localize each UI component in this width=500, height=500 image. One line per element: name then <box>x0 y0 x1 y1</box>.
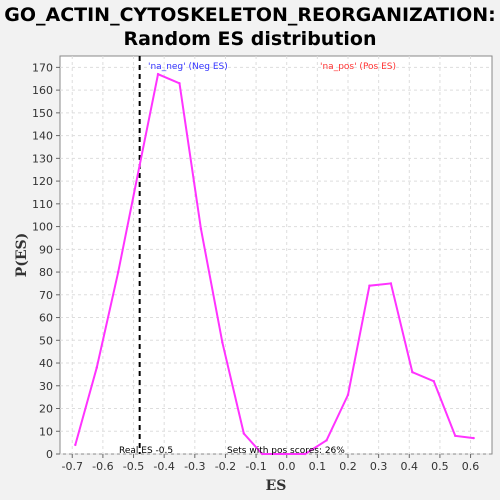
y-tick-label: 120 <box>32 175 53 188</box>
data-point <box>117 270 120 274</box>
y-tick-label: 30 <box>39 380 53 393</box>
y-tick-label: 130 <box>32 152 53 165</box>
x-tick-label: -0.1 <box>245 460 266 473</box>
chart-title-line2: Random ES distribution <box>123 28 377 50</box>
y-tick-label: 170 <box>32 61 53 74</box>
y-tick-label: 0 <box>46 448 53 461</box>
x-tick-label: -0.4 <box>153 460 174 473</box>
x-tick-label: -0.5 <box>123 460 144 473</box>
data-point <box>261 452 264 456</box>
y-tick-label: 80 <box>39 266 53 279</box>
data-point <box>472 436 475 440</box>
y-tick-label: 110 <box>32 198 53 211</box>
data-point <box>74 443 77 447</box>
data-point <box>454 434 457 438</box>
x-tick-label: -0.7 <box>62 460 83 473</box>
x-tick-label: -0.6 <box>92 460 113 473</box>
data-point <box>178 82 181 85</box>
data-point <box>156 72 160 76</box>
pos-es-legend-label: 'na_pos' (Pos ES) <box>320 62 396 72</box>
data-point <box>138 163 141 167</box>
x-tick-label: 0.3 <box>370 460 388 473</box>
sets-pos-scores-label: Sets with pos scores: 26% <box>227 446 345 456</box>
data-point <box>199 227 203 231</box>
data-point <box>282 452 285 456</box>
real-es-label: Real ES -0.5 <box>119 446 173 456</box>
x-tick-label: 0.1 <box>309 460 327 473</box>
x-tick-label: -0.2 <box>215 460 236 473</box>
x-tick-label: 0.6 <box>462 460 480 473</box>
y-tick-label: 70 <box>39 289 53 302</box>
x-tick-label: -0.3 <box>184 460 205 473</box>
y-tick-label: 40 <box>39 357 53 370</box>
data-point <box>368 284 371 287</box>
y-tick-label: 160 <box>32 84 53 97</box>
data-point <box>95 366 98 369</box>
y-axis-ticks: 0 10 20 30 40 50 60 70 80 90 100 110 120 130 140 150 160… <box>32 61 60 461</box>
es-distribution-line <box>74 72 474 455</box>
data-point <box>346 393 350 397</box>
data-point <box>411 370 414 374</box>
x-tick-label: 0.2 <box>339 460 357 473</box>
neg-es-legend-label: 'na_neg' (Neg ES) <box>148 62 228 72</box>
data-point <box>242 432 246 435</box>
gridlines <box>60 56 492 455</box>
y-axis-label: P(ES) <box>14 233 30 278</box>
y-tick-label: 140 <box>32 130 53 143</box>
x-axis-label: ES <box>266 478 287 494</box>
data-point <box>389 282 393 285</box>
x-tick-label: 0.5 <box>431 460 449 473</box>
y-tick-label: 90 <box>39 243 53 256</box>
y-tick-label: 50 <box>39 334 53 347</box>
y-tick-label: 150 <box>32 107 53 120</box>
x-tick-label: 0.4 <box>401 460 419 473</box>
y-tick-label: 10 <box>39 425 53 438</box>
data-point <box>221 341 224 344</box>
data-point <box>303 452 307 456</box>
data-point <box>432 380 435 383</box>
plot-area <box>59 55 493 455</box>
y-tick-label: 20 <box>39 403 53 416</box>
data-point <box>325 439 328 442</box>
x-tick-label: 0.0 <box>278 460 296 473</box>
y-tick-label: 100 <box>32 221 53 234</box>
x-axis-ticks: -0.7 -0.6 -0.5 -0.4 -0.3 -0.2 -0.1 0.0 0.1 0.2 0.3… <box>62 454 480 473</box>
chart-title-line1: GO_ACTIN_CYTOSKELETON_REORGANIZATION: <box>4 4 496 26</box>
y-tick-label: 60 <box>39 312 53 325</box>
